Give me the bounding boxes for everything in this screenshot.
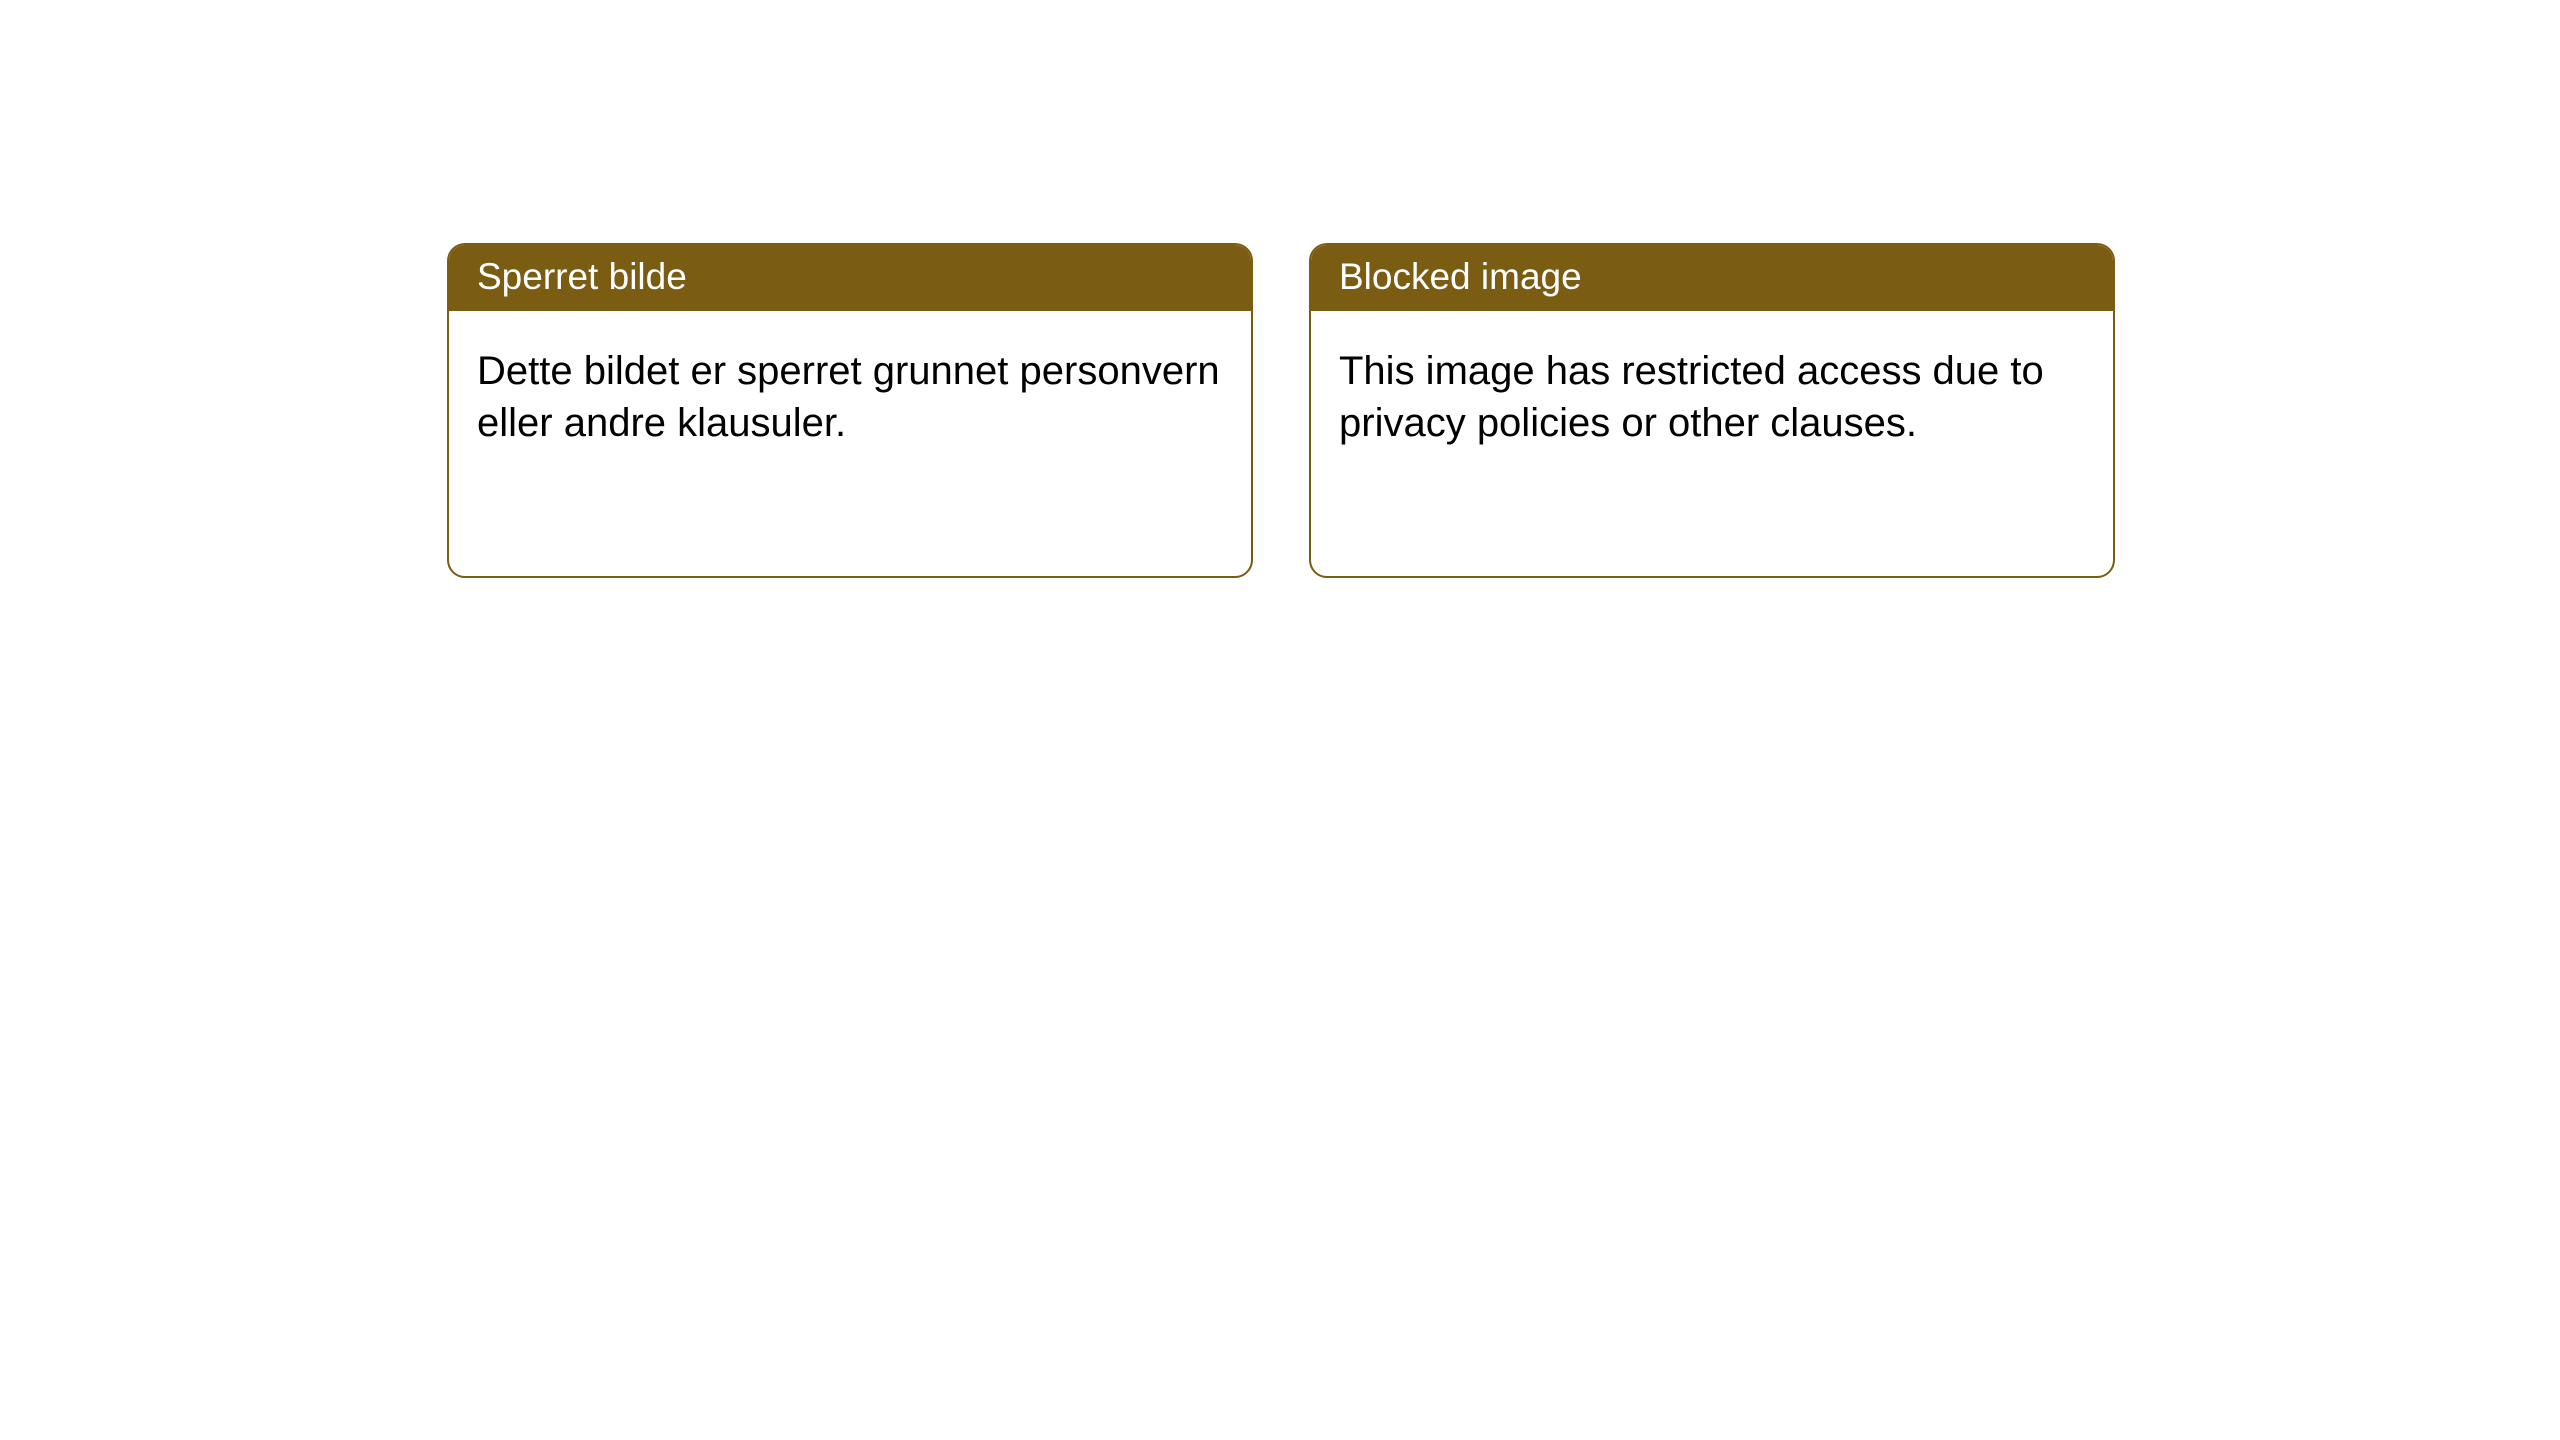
notice-header: Sperret bilde [449, 245, 1251, 311]
notice-card-norwegian: Sperret bilde Dette bildet er sperret gr… [447, 243, 1253, 578]
notice-body: Dette bildet er sperret grunnet personve… [449, 311, 1251, 469]
notice-container: Sperret bilde Dette bildet er sperret gr… [0, 0, 2560, 578]
notice-body: This image has restricted access due to … [1311, 311, 2113, 469]
notice-card-english: Blocked image This image has restricted … [1309, 243, 2115, 578]
notice-header: Blocked image [1311, 245, 2113, 311]
